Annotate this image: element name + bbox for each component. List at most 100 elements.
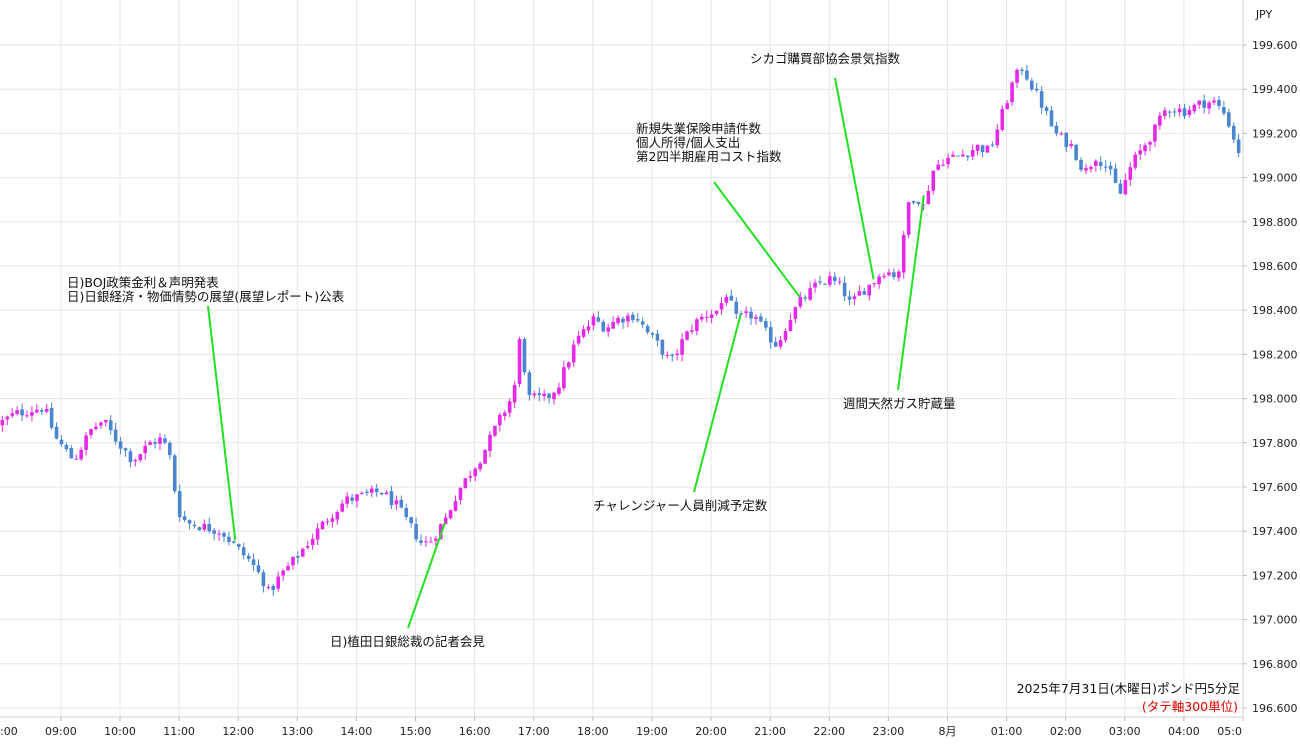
candle-body	[1108, 165, 1113, 170]
candle-body	[241, 547, 246, 556]
candle-body	[719, 303, 724, 310]
candle-body	[985, 145, 990, 153]
candle-body	[1118, 183, 1123, 194]
candle-body	[493, 425, 497, 436]
candle-body	[44, 408, 49, 412]
candle-body	[1054, 125, 1059, 134]
x-tick-label: 22:00	[813, 725, 845, 738]
candle-body	[1187, 110, 1192, 115]
candle-body	[941, 164, 945, 166]
currency-label: JPY	[1255, 8, 1273, 21]
candle-body	[1020, 69, 1024, 71]
annotation-label: チャレンジャー人員削減予定数	[593, 498, 768, 513]
candle-body	[547, 393, 551, 399]
candle-body	[222, 533, 226, 537]
candle-body	[1143, 145, 1147, 152]
candle-body	[118, 441, 123, 449]
candle-body	[69, 448, 74, 459]
candle-body	[89, 428, 93, 435]
candle-body	[1227, 112, 1231, 127]
candle-body	[399, 499, 404, 508]
candle-body	[695, 319, 699, 332]
candle-body	[1034, 88, 1039, 91]
candle-body	[296, 556, 300, 558]
annotation-line	[713, 181, 801, 298]
candle-body	[281, 570, 285, 576]
candle-body	[616, 317, 620, 324]
candle-body	[847, 296, 852, 300]
candle-body	[320, 521, 325, 530]
candle-body	[468, 476, 473, 478]
candle-body	[660, 339, 665, 355]
candle-body	[374, 488, 379, 493]
candle-body	[355, 494, 359, 501]
candle-body	[961, 154, 965, 157]
candle-body	[862, 291, 867, 295]
candle-body	[823, 283, 827, 285]
candle-body	[852, 296, 857, 300]
candle-body	[1059, 133, 1064, 135]
annotation-labels: 日)BOJ政策金利＆声明発表日)日銀経済・物価情勢の展望(展望レポート)公表日)…	[67, 51, 956, 649]
candle-body	[207, 524, 212, 532]
candle-body	[901, 234, 906, 273]
candle-body	[956, 155, 960, 157]
candle-body	[330, 518, 335, 522]
candle-body	[714, 310, 719, 314]
candle-body	[650, 333, 655, 335]
candle-body	[1113, 168, 1118, 183]
candle-body	[1158, 115, 1162, 126]
candle-body	[1182, 108, 1187, 117]
candle-body	[1049, 110, 1054, 127]
candle-body	[1084, 168, 1088, 171]
x-tick-label: 20:00	[695, 725, 727, 738]
candle-body	[675, 353, 679, 355]
candle-body	[562, 367, 566, 389]
candle-body	[522, 339, 527, 373]
candle-body	[379, 492, 384, 495]
candle-body	[601, 321, 606, 332]
candle-body	[837, 281, 842, 283]
candle-body	[897, 271, 901, 278]
candle-body	[443, 517, 448, 525]
candle-body	[1094, 160, 1098, 166]
candle-body	[59, 439, 64, 445]
candle-body	[197, 527, 202, 531]
candle-body	[453, 501, 458, 511]
candle-body	[448, 510, 453, 519]
candle-body	[635, 319, 640, 321]
annotation-line	[834, 77, 875, 280]
candle-body	[581, 329, 586, 337]
chart-caption-note: (タテ軸300単位)	[1142, 699, 1238, 714]
candle-body	[409, 517, 413, 524]
candle-body	[35, 409, 39, 413]
candle-body	[138, 454, 143, 461]
candle-body	[1236, 139, 1241, 153]
candle-body	[1197, 100, 1202, 105]
candle-body	[1123, 180, 1128, 195]
candle-body	[690, 330, 694, 332]
x-tick-label: :00	[0, 725, 18, 738]
x-tick-label: 14:00	[341, 725, 373, 738]
candle-body	[217, 533, 221, 535]
candle-body	[246, 555, 251, 559]
candle-body	[0, 419, 5, 426]
candle-body	[798, 297, 803, 307]
candle-body	[429, 541, 433, 543]
candle-body	[557, 387, 561, 394]
candle-body	[404, 507, 409, 518]
candle-body	[103, 420, 108, 423]
candle-body	[502, 412, 507, 417]
candle-body	[74, 458, 79, 460]
candle-body	[1138, 150, 1142, 155]
candle-body	[424, 541, 428, 543]
candle-body	[793, 307, 798, 319]
x-tick-label: 02:00	[1050, 725, 1082, 738]
candle-body	[458, 487, 463, 500]
candle-body	[148, 442, 152, 445]
candle-body	[803, 297, 808, 299]
candle-body	[1148, 141, 1152, 145]
candle-body	[946, 157, 950, 165]
x-axis: :00 09:00 10:00 11:00 12:00 13:00 14:00 15:00 16…	[0, 717, 1244, 738]
candle-body	[1207, 102, 1211, 109]
candle-body	[15, 410, 19, 415]
